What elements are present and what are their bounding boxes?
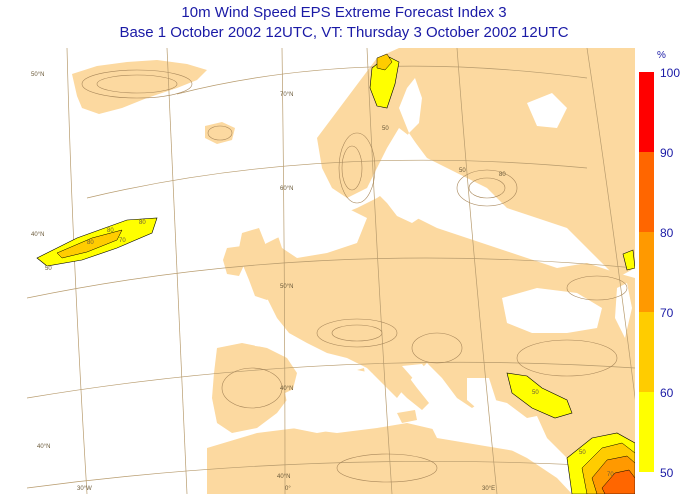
- parallel-60: [86, 159, 588, 199]
- efi-label: 50: [579, 450, 586, 456]
- relief-contours: [81, 69, 628, 483]
- efi-label: 80: [107, 228, 114, 234]
- parallel-70: [176, 65, 588, 95]
- efi-caspian-50: [622, 249, 635, 271]
- meridian-60e: [586, 48, 635, 401]
- sea-bodies: [242, 78, 632, 453]
- sea-med-west: [285, 368, 397, 433]
- efi-label: 80: [139, 220, 146, 226]
- lon-label-30w: 30°W: [77, 486, 92, 492]
- meridian-15w: [166, 48, 188, 494]
- legend-unit: %: [657, 50, 666, 61]
- efi-label: 80: [499, 172, 506, 178]
- efi-contour-labels: 50 80 80 80 70 50 80 50 50 70 50: [45, 126, 614, 478]
- efi-label: 50: [45, 266, 52, 272]
- legend-tick-90: 90: [660, 146, 674, 160]
- map-panel: 50°N 40°N 70°N 60°N 50°N 40°N 40°N 40°N …: [27, 48, 635, 494]
- land-britain: [239, 228, 279, 300]
- graticule-labels: 50°N 40°N 70°N 60°N 50°N 40°N 40°N 40°N …: [31, 72, 495, 492]
- land-sicily: [397, 410, 417, 423]
- sea-bay-biscay: [242, 316, 285, 348]
- efi-label: 70: [607, 472, 614, 478]
- map: 50°N 40°N 70°N 60°N 50°N 40°N 40°N 40°N …: [27, 48, 635, 494]
- lat-label-40n: 40°N: [280, 386, 293, 392]
- efi-label: 80: [87, 240, 94, 246]
- contour-scand-a: [338, 132, 376, 204]
- legend-swatch-80-90: [639, 152, 654, 232]
- efi-label: 50: [382, 126, 389, 132]
- lat-label-50n: 50°N: [280, 284, 293, 290]
- parallel-30: [27, 460, 635, 489]
- legend-tick-100: 100: [660, 66, 681, 80]
- legend-tick-80: 80: [660, 226, 674, 240]
- meridian-0: [281, 48, 286, 494]
- contour-greenland-a: [81, 69, 193, 99]
- contour-balkans: [411, 332, 463, 364]
- parallel-50: [27, 257, 635, 299]
- lat-label-60n: 60°N: [280, 186, 293, 192]
- legend-swatch-90-100: [639, 72, 654, 152]
- land-turkey: [497, 333, 635, 393]
- legend-swatch-50-60: [639, 392, 654, 472]
- contour-scand-b: [341, 145, 363, 191]
- contour-alps-b: [331, 324, 383, 342]
- efi-atlantic-60: [56, 229, 123, 259]
- meridian-15e: [366, 48, 393, 494]
- title-line-1: 10m Wind Speed EPS Extreme Forecast Inde…: [181, 4, 507, 21]
- contour-russia: [456, 169, 518, 207]
- land-iberia: [212, 343, 297, 433]
- legend-tick-60: 60: [660, 386, 674, 400]
- contour-iberia: [221, 367, 283, 409]
- efi-regions: [36, 53, 635, 494]
- sea-bothnia: [399, 78, 422, 133]
- lat-label-40n-south: 40°N: [277, 474, 290, 480]
- contour-turkey: [516, 339, 618, 377]
- sea-adriatic: [402, 364, 437, 393]
- parallel-40: [27, 361, 635, 399]
- sea-white: [527, 93, 567, 128]
- sea-aegean: [467, 378, 497, 413]
- graticule: [27, 48, 635, 494]
- contour-iceland: [207, 125, 233, 141]
- efi-label: 50: [532, 390, 539, 396]
- contour-greenland-b: [96, 74, 178, 94]
- lat-label-40n-west: 40°N: [31, 232, 44, 238]
- legend-swatch-70-80: [639, 232, 654, 312]
- meridian-30e: [456, 48, 498, 494]
- efi-norway-60: [376, 53, 393, 71]
- legend-tick-70: 70: [660, 306, 674, 320]
- sea-north: [277, 208, 367, 258]
- lat-label-40n-sw: 40°N: [37, 444, 50, 450]
- legend-tick-50: 50: [660, 466, 674, 480]
- efi-label: 70: [119, 238, 126, 244]
- legend-swatch-60-70: [639, 312, 654, 392]
- lat-label-50n-west: 50°N: [31, 72, 44, 78]
- title-line-2: Base 1 October 2002 12UTC, VT: Thursday …: [119, 24, 569, 41]
- lon-label-0: 0°: [285, 486, 291, 492]
- lat-label-70n: 70°N: [280, 92, 293, 98]
- efi-aegean-50: [506, 372, 573, 419]
- sea-black: [502, 288, 602, 333]
- contour-russia-2: [468, 177, 506, 199]
- sea-med-east: [427, 413, 547, 453]
- efi-se-80: [601, 469, 635, 494]
- land-europe: [257, 188, 635, 494]
- contour-alps-a: [316, 318, 398, 348]
- land-ireland: [223, 246, 245, 276]
- sea-baltic: [372, 133, 432, 223]
- contour-africa: [336, 453, 438, 483]
- efi-label: 50: [459, 168, 466, 174]
- contour-caucasus: [566, 275, 628, 301]
- lon-label-30e: 30°E: [482, 486, 495, 492]
